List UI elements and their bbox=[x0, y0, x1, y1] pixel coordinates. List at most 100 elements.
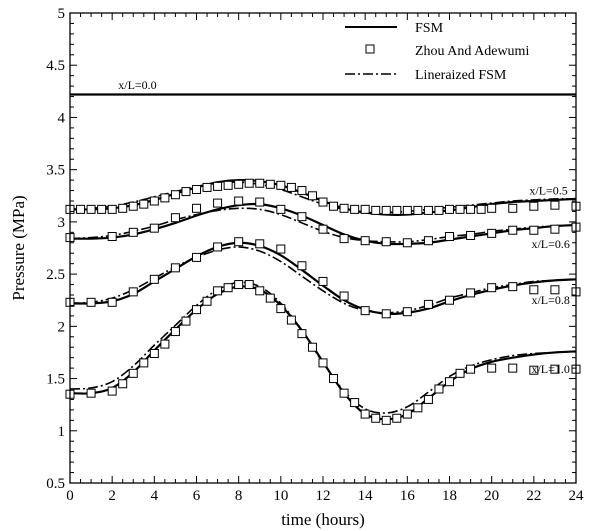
zhou-marker-x-l-0-5-22 bbox=[297, 186, 307, 196]
zhou-marker-x-l-0-6-14 bbox=[381, 237, 391, 247]
zhou-marker-x-l-1-0-34 bbox=[445, 377, 454, 387]
curve-label-x-l-1-0: x/L=1.0 bbox=[531, 362, 569, 376]
x-tick-label: 16 bbox=[400, 488, 416, 504]
zhou-marker-x-l-1-0-29 bbox=[392, 413, 402, 423]
zhou-marker-x-l-1-0-31 bbox=[413, 403, 423, 413]
zhou-marker-x-l-0-5-31 bbox=[392, 205, 402, 215]
zhou-marker-x-l-0-8-22 bbox=[529, 285, 539, 295]
zhou-marker-x-l-1-0-33 bbox=[434, 384, 444, 394]
legend-zhou-label: Zhou And Adewumi bbox=[415, 44, 529, 59]
zhou-marker-x-l-0-5-12 bbox=[192, 185, 201, 195]
zhou-marker-x-l-1-0-28 bbox=[381, 415, 391, 425]
zhou-marker-x-l-0-6-8 bbox=[255, 197, 265, 207]
zhou-marker-x-l-0-8-17 bbox=[423, 299, 433, 309]
zhou-marker-x-l-0-5-34 bbox=[423, 205, 433, 215]
zhou-marker-x-l-0-5-17 bbox=[244, 178, 254, 188]
y-tick-label: 5 bbox=[58, 6, 66, 22]
x-tick-label: 24 bbox=[569, 488, 585, 504]
zhou-marker-x-l-0-6-5 bbox=[192, 203, 201, 213]
zhou-marker-x-l-0-8-9 bbox=[255, 239, 265, 249]
zhou-marker-x-l-1-0-19 bbox=[286, 315, 296, 325]
x-tick-label: 22 bbox=[526, 488, 541, 504]
zhou-marker-x-l-0-5-18 bbox=[255, 178, 265, 188]
zhou-marker-x-l-1-0-18 bbox=[276, 304, 286, 314]
curve-annotations: x/L=0.0 x/L=0.5 x/L=0.6 x/L=0.8 x/L=1.0 bbox=[118, 78, 570, 376]
curve-label-x-l-0-8: x/L=0.8 bbox=[531, 293, 569, 307]
zhou-marker-x-l-0-5-26 bbox=[339, 203, 349, 213]
zhou-marker-x-l-0-5-38 bbox=[466, 204, 476, 214]
x-axis-label: time (hours) bbox=[281, 510, 365, 529]
zhou-marker-x-l-0-5-14 bbox=[213, 181, 223, 191]
y-tick-label: 1.5 bbox=[46, 372, 65, 388]
curve-label-x-l-0-5: x/L=0.5 bbox=[529, 184, 567, 198]
zhou-marker-x-l-0-6-6 bbox=[213, 198, 223, 208]
fsm-line-x-l-1-0 bbox=[69, 285, 577, 421]
fsm-line-x-l-0-6 bbox=[69, 202, 577, 246]
zhou-marker-x-l-0-6-17 bbox=[445, 232, 454, 242]
zhou-marker-x-l-0-8-18 bbox=[445, 295, 454, 305]
x-tick-label: 12 bbox=[316, 488, 331, 504]
zhou-marker-x-l-1-0-13 bbox=[223, 283, 233, 293]
curve-label-x-l-0-6: x/L=0.6 bbox=[531, 237, 569, 251]
zhou-marker-x-l-0-8-23 bbox=[550, 285, 560, 295]
zhou-marker-x-l-0-6-19 bbox=[487, 228, 497, 238]
zhou-marker-x-l-0-6-12 bbox=[339, 234, 349, 244]
x-tick-label: 14 bbox=[358, 488, 374, 504]
chart-axes: 0 2 4 6 8 10 12 14 16 18 20 22 240.511.522.533.544.5… bbox=[46, 6, 584, 504]
zhou-marker-x-l-0-5-9 bbox=[160, 193, 170, 203]
zhou-marker-x-l-0-5-20 bbox=[276, 180, 286, 190]
zhou-marker-x-l-0-8-16 bbox=[402, 307, 412, 317]
zhou-marker-x-l-0-5-10 bbox=[170, 190, 180, 200]
y-tick-label: 4 bbox=[58, 110, 66, 126]
zhou-marker-x-l-0-5-3 bbox=[97, 204, 107, 214]
fsm-line-x-l-0-5 bbox=[69, 178, 577, 216]
zhou-marker-x-l-1-0-36 bbox=[466, 364, 476, 374]
zhou-marker-x-l-0-6-11 bbox=[318, 224, 328, 234]
zhou-marker-x-l-0-6-20 bbox=[508, 225, 518, 235]
zhou-marker-x-l-0-8-13 bbox=[339, 291, 349, 301]
zhou-marker-x-l-0-5-15 bbox=[223, 180, 233, 190]
zhou-marker-x-l-0-5-32 bbox=[402, 205, 412, 215]
zhou-marker-x-l-0-5-36 bbox=[445, 204, 454, 214]
x-tick-label: 10 bbox=[273, 488, 288, 504]
zhou-marker-x-l-1-0-14 bbox=[234, 280, 244, 290]
zhou-marker-x-l-0-5-33 bbox=[413, 205, 423, 215]
zhou-marker-x-l-1-0-17 bbox=[265, 293, 275, 303]
zhou-marker-x-l-0-6-15 bbox=[402, 238, 412, 248]
zhou-marker-x-l-1-0-2 bbox=[107, 386, 117, 396]
zhou-marker-x-l-1-0-9 bbox=[181, 316, 191, 326]
zhou-marker-x-l-0-8-20 bbox=[487, 283, 497, 293]
y-tick-label: 3.5 bbox=[46, 163, 65, 179]
zhou-marker-x-l-0-8-12 bbox=[318, 276, 328, 286]
zhou-marker-x-l-0-6-9 bbox=[276, 204, 286, 214]
zhou-marker-x-l-1-0-35 bbox=[455, 368, 465, 378]
zhou-marker-x-l-0-8-15 bbox=[381, 309, 391, 319]
zhou-marker-x-l-0-6-4 bbox=[170, 213, 180, 223]
zhou-marker-x-l-0-6-10 bbox=[297, 212, 307, 222]
zhou-marker-x-l-0-6-22 bbox=[550, 224, 560, 234]
zhou-marker-x-l-0-6-21 bbox=[529, 225, 539, 235]
y-tick-label: 0.5 bbox=[46, 476, 65, 492]
zhou-marker-x-l-1-0-12 bbox=[213, 286, 223, 296]
legend-linearized-label: Lineraized FSM bbox=[415, 68, 507, 83]
zhou-marker-x-l-0-8-14 bbox=[360, 306, 370, 316]
zhou-marker-x-l-0-8-1 bbox=[86, 297, 96, 307]
zhou-marker-x-l-1-0-39 bbox=[529, 365, 539, 375]
y-axis-label: Pressure (MPa) bbox=[9, 195, 28, 300]
zhou-marker-x-l-0-8-7 bbox=[213, 242, 223, 252]
y-tick-label: 2 bbox=[58, 319, 66, 335]
y-tick-label: 2.5 bbox=[46, 267, 65, 283]
zhou-marker-x-l-0-5-25 bbox=[329, 201, 339, 211]
x-tick-label: 4 bbox=[151, 488, 159, 504]
zhou-marker-x-l-0-8-5 bbox=[170, 263, 180, 273]
zhou-marker-x-l-0-8-3 bbox=[128, 287, 138, 297]
zhou-marker-x-l-1-0-7 bbox=[160, 339, 170, 349]
zhou-marker-x-l-1-0-4 bbox=[128, 368, 138, 378]
zhou-marker-x-l-0-6-1 bbox=[107, 232, 117, 242]
zhou-marker-x-l-0-8-2 bbox=[107, 297, 117, 307]
zhou-marker-x-l-0-5-41 bbox=[508, 203, 518, 213]
zhou-marker-x-l-0-5-40 bbox=[487, 203, 497, 213]
zhou-marker-x-l-0-8-19 bbox=[466, 288, 476, 298]
zhou-marker-x-l-0-8-4 bbox=[149, 274, 159, 284]
